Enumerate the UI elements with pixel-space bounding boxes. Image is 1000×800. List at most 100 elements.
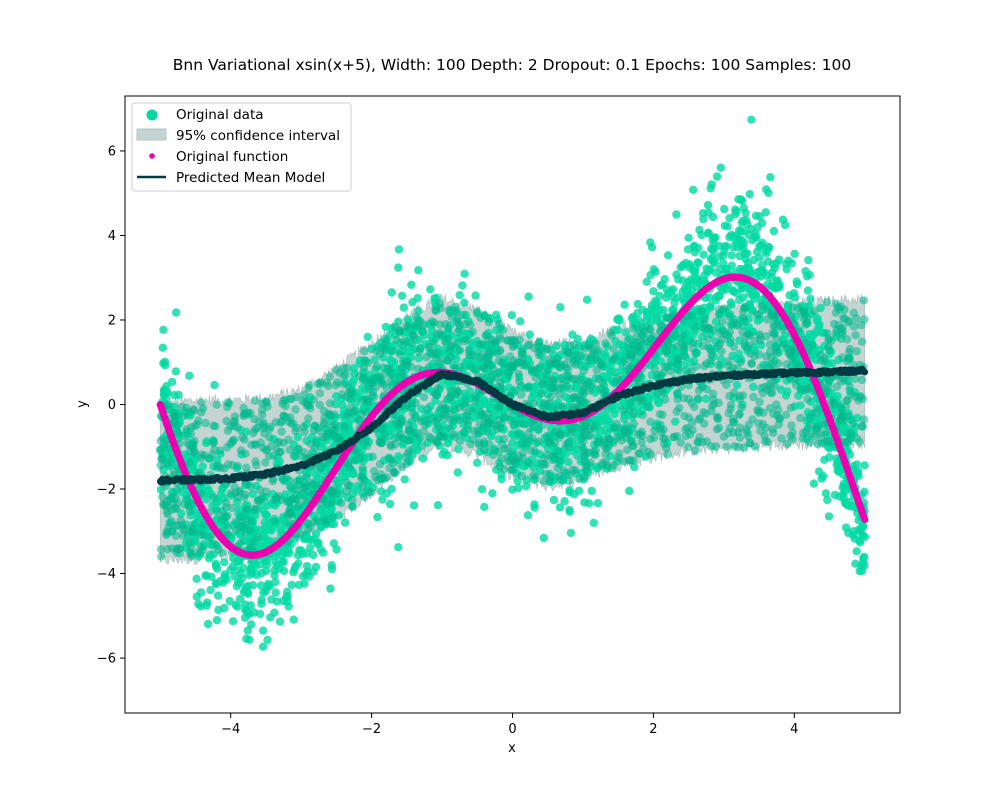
data-point-dense [375, 460, 385, 469]
data-point [212, 616, 222, 625]
data-point-dense [358, 463, 367, 473]
data-point [684, 233, 693, 242]
data-point-dense [413, 319, 422, 328]
data-point [757, 261, 767, 270]
data-point [256, 581, 266, 590]
data-point [340, 518, 350, 527]
data-point-dense [162, 459, 172, 469]
data-point [294, 580, 304, 590]
data-point-dense [386, 377, 395, 386]
data-point-dense [815, 428, 824, 438]
data-point-dense [395, 350, 405, 359]
data-point-dense [849, 322, 859, 331]
data-point [683, 277, 693, 287]
data-point-dense [704, 343, 713, 352]
data-point-dense [816, 350, 826, 360]
data-point-dense [841, 401, 850, 411]
data-point [460, 269, 469, 278]
data-point-dense [577, 399, 587, 408]
data-point [704, 228, 713, 237]
data-point [642, 316, 651, 326]
data-point-dense [372, 362, 381, 371]
data-point-dense [468, 327, 477, 337]
data-point-dense [577, 421, 587, 430]
data-point-dense [423, 404, 432, 414]
data-point-dense [747, 359, 756, 368]
data-point [738, 283, 748, 293]
data-point-dense [671, 330, 680, 339]
data-point [660, 275, 669, 284]
data-point-dense [754, 419, 763, 428]
data-point-dense [388, 346, 397, 356]
data-point [211, 579, 221, 588]
data-point-dense [662, 313, 672, 322]
data-point [682, 286, 691, 295]
data-point [327, 564, 337, 574]
data-point-dense [270, 517, 279, 526]
data-point [621, 328, 631, 337]
data-point [258, 642, 268, 651]
data-point-dense [745, 439, 754, 448]
data-point [338, 401, 347, 410]
data-point-dense [538, 380, 547, 389]
data-point-dense [779, 340, 789, 349]
data-point-dense [577, 441, 586, 450]
data-point-dense [411, 312, 421, 321]
data-point-dense [228, 503, 237, 513]
data-point [814, 467, 824, 476]
data-point-dense [610, 353, 619, 362]
data-point-dense [289, 419, 298, 428]
data-point-dense [280, 395, 290, 405]
data-point [266, 613, 275, 622]
data-point-dense [629, 324, 638, 333]
data-point [525, 330, 534, 339]
data-point-dense [315, 400, 324, 410]
data-point-dense [626, 437, 636, 446]
chart-title: Bnn Variational xsin(x+5), Width: 100 De… [173, 56, 851, 74]
data-point-dense [819, 420, 828, 429]
data-point [263, 635, 272, 645]
data-point [230, 572, 239, 581]
data-point-dense [236, 512, 245, 521]
data-point [762, 248, 771, 258]
data-point [625, 486, 634, 496]
data-point [234, 557, 244, 566]
data-point [311, 529, 321, 538]
data-point-dense [805, 413, 814, 422]
data-point-dense [796, 413, 805, 423]
data-point-dense [299, 483, 308, 492]
plot-area [156, 115, 869, 651]
data-point-dense [464, 346, 473, 356]
data-point [488, 489, 497, 498]
data-point-dense [167, 544, 177, 553]
data-point [247, 620, 256, 629]
data-point [736, 227, 746, 236]
data-point-dense [300, 427, 309, 437]
data-point-dense [491, 337, 500, 346]
data-point [716, 264, 725, 274]
data-point [245, 635, 254, 644]
data-point-dense [184, 440, 194, 449]
data-point-dense [634, 449, 643, 458]
data-point-dense [319, 406, 329, 416]
data-point-dense [682, 366, 692, 375]
data-point [337, 472, 346, 482]
data-point [816, 328, 826, 337]
data-point-dense [289, 451, 299, 461]
data-point-dense [663, 450, 672, 459]
data-point [326, 584, 335, 593]
data-point-dense [450, 430, 459, 439]
data-point-dense [737, 403, 746, 412]
data-point [232, 582, 241, 591]
data-point-dense [480, 437, 489, 446]
data-point-dense [560, 360, 569, 369]
data-point [222, 575, 231, 584]
data-point-dense [424, 432, 434, 441]
data-point-dense [521, 359, 531, 369]
data-point-dense [594, 374, 604, 384]
data-point-dense [197, 521, 207, 530]
data-point-dense [691, 322, 700, 331]
data-point-dense [233, 461, 242, 471]
data-point-dense [728, 414, 738, 424]
data-point-dense [240, 493, 249, 502]
